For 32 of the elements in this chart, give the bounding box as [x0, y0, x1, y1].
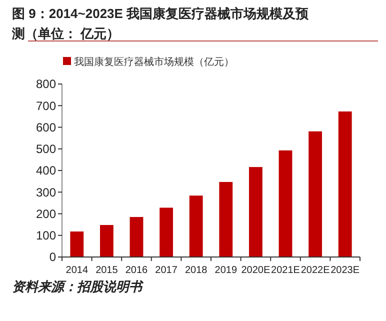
x-tick-label: 2021E [271, 265, 300, 276]
y-tick-label: 400 [36, 164, 56, 178]
bar [130, 216, 144, 257]
y-tick-label: 300 [36, 185, 56, 200]
bar [338, 111, 352, 257]
x-tick-label: 2016 [125, 265, 148, 276]
bar [219, 182, 233, 257]
y-tick-label: 600 [36, 120, 56, 134]
y-tick-label: 700 [36, 98, 56, 113]
bar [308, 131, 322, 257]
bar [70, 231, 84, 257]
chart-title: 图 9：2014~2023E 我国康复医疗器械市场规模及预测（单位： 亿元） [11, 6, 310, 41]
bar [248, 167, 262, 257]
x-tick-label: 2017 [155, 265, 178, 276]
y-tick-label: 200 [36, 206, 56, 221]
bar [160, 208, 174, 257]
x-tick-label: 2022E [300, 265, 330, 276]
bar [189, 196, 203, 257]
x-tick-label: 2015 [96, 265, 118, 276]
x-tick-label: 2018 [184, 265, 208, 276]
x-tick-label: 2023E [330, 265, 360, 276]
x-tick-label: 2014 [66, 265, 88, 276]
text: 资料来源：招股说明书 [12, 279, 144, 294]
bar [100, 224, 114, 257]
x-tick-label: 2020E [241, 265, 270, 276]
legend-label: 我国康复医疗器械市场规模（亿元） [74, 56, 234, 68]
y-tick-label: 500 [36, 142, 56, 156]
y-tick-label: 800 [36, 77, 56, 92]
y-tick-label: 100 [36, 228, 56, 243]
bar [278, 150, 292, 257]
y-tick-label: 0 [49, 250, 56, 264]
x-tick-label: 2019 [214, 265, 238, 276]
